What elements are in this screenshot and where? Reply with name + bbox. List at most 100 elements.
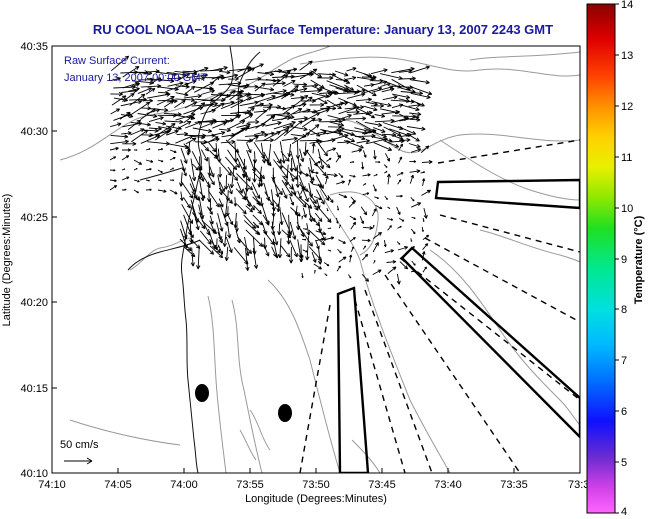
current-vector xyxy=(110,139,129,145)
current-vector xyxy=(287,143,292,158)
current-vector xyxy=(421,159,433,164)
current-vector xyxy=(387,225,392,231)
bathymetry-contours xyxy=(59,46,580,473)
current-vector xyxy=(264,131,275,136)
colorbar-tick-label: 14 xyxy=(621,0,633,11)
current-vector xyxy=(325,236,335,240)
current-vector xyxy=(277,238,283,259)
current-vector xyxy=(206,206,213,215)
current-vector xyxy=(145,188,152,191)
current-vector xyxy=(228,76,239,82)
current-vector xyxy=(227,215,234,226)
current-vector xyxy=(356,97,372,102)
current-vector xyxy=(326,90,340,96)
current-vector xyxy=(110,108,121,115)
current-vector xyxy=(140,98,154,103)
current-vector xyxy=(374,196,379,200)
current-vector xyxy=(229,89,245,94)
current-vector xyxy=(338,239,346,244)
current-vector xyxy=(401,104,420,112)
current-vector xyxy=(257,95,276,103)
current-vector xyxy=(301,215,304,220)
current-vector xyxy=(338,106,360,115)
current-vector xyxy=(281,136,298,141)
current-vector xyxy=(361,161,365,170)
current-vector xyxy=(121,155,130,161)
current-vector xyxy=(225,206,230,217)
current-vector xyxy=(387,266,397,274)
current-vector xyxy=(289,221,297,240)
current-vector xyxy=(185,137,197,145)
current-vector xyxy=(156,96,175,106)
current-vector xyxy=(199,191,206,199)
current-vector xyxy=(247,63,264,72)
current-vector xyxy=(311,171,319,175)
colorbar-tick-label: 13 xyxy=(621,50,633,62)
current-vector xyxy=(291,132,311,145)
x-tick-label: 73:40 xyxy=(434,479,462,491)
current-vector xyxy=(326,99,342,110)
current-vector xyxy=(209,102,225,113)
current-vector xyxy=(311,93,333,102)
current-vector xyxy=(122,148,132,152)
current-vector xyxy=(119,111,131,120)
current-vector xyxy=(233,197,238,207)
current-vector xyxy=(396,273,401,285)
current-vector xyxy=(346,92,366,99)
current-vector xyxy=(338,193,348,199)
current-vector xyxy=(335,114,352,122)
current-vector xyxy=(217,213,224,232)
current-vector xyxy=(422,217,425,222)
current-vector xyxy=(300,254,304,262)
current-vector xyxy=(361,129,377,135)
current-vector xyxy=(409,85,433,96)
current-vector xyxy=(133,179,140,183)
current-vector xyxy=(131,129,149,143)
current-vector xyxy=(252,159,257,183)
current-vector xyxy=(317,75,334,81)
current-vector xyxy=(345,116,367,121)
current-vector xyxy=(299,68,318,80)
current-vector xyxy=(192,127,213,133)
current-vector xyxy=(110,91,123,97)
current-vector xyxy=(186,141,191,156)
temperature-colorbar: 14 13 12 11 10 9 8 7 6 5 4 Temperature (… xyxy=(586,0,645,518)
current-vector xyxy=(122,65,140,78)
colorbar-tick-label: 7 xyxy=(621,355,627,367)
current-vector xyxy=(183,115,194,124)
current-vector xyxy=(290,150,298,172)
current-vector xyxy=(372,231,383,239)
current-vector xyxy=(200,89,215,95)
current-vector xyxy=(386,173,391,185)
current-vector xyxy=(207,190,220,208)
current-vector xyxy=(133,159,143,165)
current-vector xyxy=(308,190,317,205)
current-vector xyxy=(313,263,322,270)
current-vector xyxy=(254,130,265,136)
current-vector xyxy=(422,178,426,186)
current-vector xyxy=(246,135,259,144)
colorbar-tick-label: 11 xyxy=(621,152,632,164)
current-vector xyxy=(169,179,175,182)
current-vector xyxy=(127,119,142,130)
current-vector xyxy=(217,231,223,244)
current-vector xyxy=(300,228,313,247)
current-vector xyxy=(163,100,174,108)
current-vector xyxy=(121,168,126,171)
current-vector xyxy=(359,216,365,225)
y-tick-label: 40:35 xyxy=(20,41,48,53)
current-vector xyxy=(180,191,184,201)
current-vector xyxy=(140,108,156,120)
current-vector xyxy=(313,195,322,201)
current-vector xyxy=(422,243,429,250)
current-vector xyxy=(397,246,409,251)
current-vector xyxy=(362,226,373,230)
y-tick-label: 40:25 xyxy=(20,212,48,224)
current-vector xyxy=(157,159,164,163)
current-vector xyxy=(180,148,188,164)
current-vector xyxy=(398,143,404,151)
current-vector xyxy=(218,166,223,178)
current-vector xyxy=(409,117,421,122)
current-vector xyxy=(145,179,150,182)
current-vector xyxy=(259,174,264,187)
